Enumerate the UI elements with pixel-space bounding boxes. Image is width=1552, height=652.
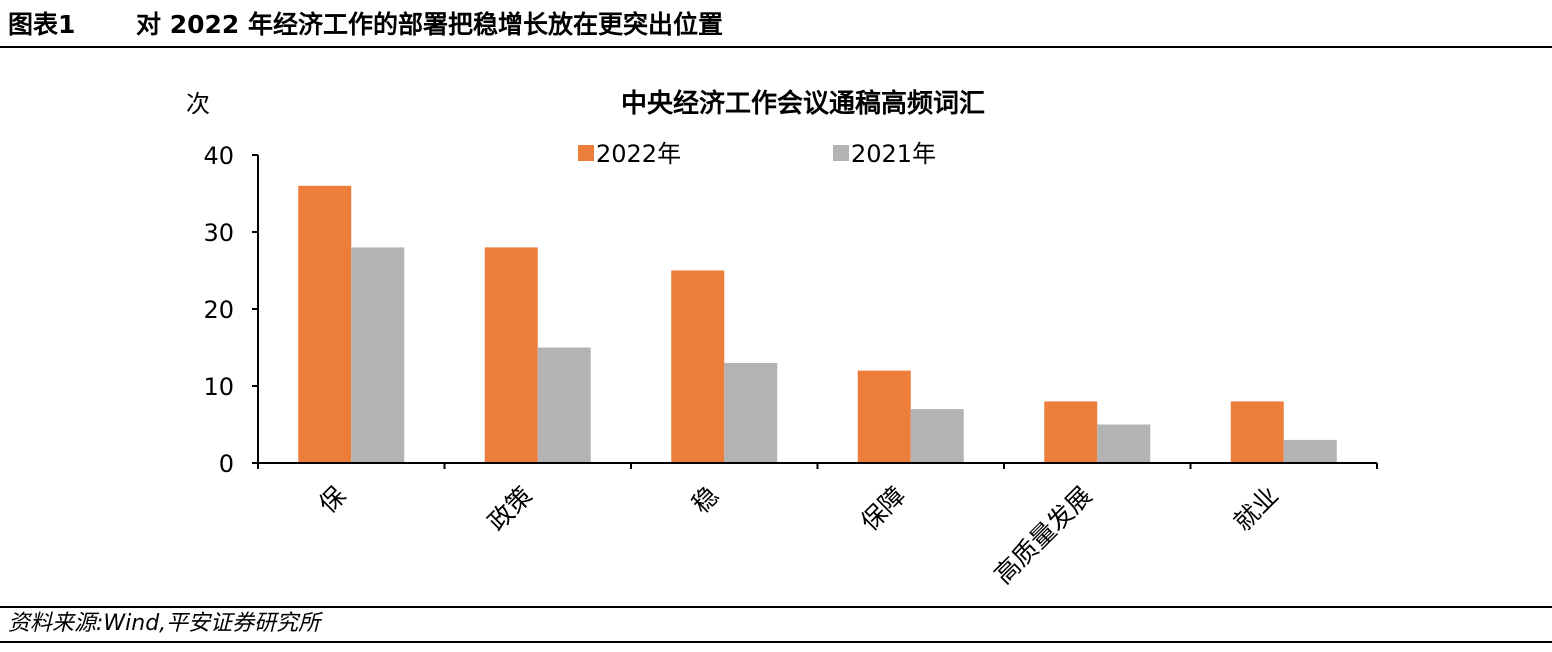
legend-swatch xyxy=(833,145,849,161)
bar-series-2 xyxy=(1283,439,1337,463)
y-tick-label: 10 xyxy=(203,373,234,401)
chart-title: 中央经济工作会议通稿高频词汇 xyxy=(621,88,985,119)
bar-series-1 xyxy=(484,247,538,463)
y-tick-label: 20 xyxy=(203,296,234,324)
legend-swatch xyxy=(578,145,594,161)
bar-chart: 中央经济工作会议通稿高频词汇 次 2022年 2021年 0 10 20 30 40 保 政策… xyxy=(186,88,1378,590)
x-category-label: 高质量发展 xyxy=(989,481,1098,590)
legend: 2022年 2021年 xyxy=(578,140,936,168)
bar-series-2 xyxy=(537,347,591,463)
source-rule-bottom xyxy=(0,641,1552,643)
source-note: 资料来源:Wind,平安证券研究所 xyxy=(8,611,321,636)
bar-series-1 xyxy=(1044,401,1098,463)
bar-series-1 xyxy=(1230,401,1284,463)
y-tick-label: 40 xyxy=(203,142,234,170)
y-tick-label: 30 xyxy=(203,219,234,247)
bar-series-2 xyxy=(910,409,964,463)
figure-header: 图表1 对 2022 年经济工作的部署把稳增长放在更突出位置 xyxy=(0,0,1552,48)
x-category-label: 保障 xyxy=(855,481,911,537)
legend-label: 2021年 xyxy=(851,140,936,168)
legend-label: 2022年 xyxy=(596,140,681,168)
header-rule xyxy=(0,46,1552,48)
bar-series-2 xyxy=(724,362,778,463)
x-category-label: 就业 xyxy=(1228,481,1284,537)
bar-series-2 xyxy=(351,247,405,463)
x-category-label: 稳 xyxy=(686,481,724,519)
source-rule-top xyxy=(0,606,1552,608)
bar-series-2 xyxy=(1097,424,1151,463)
bar-series-1 xyxy=(671,270,725,463)
y-tick-label: 0 xyxy=(219,450,234,478)
bar-series-1 xyxy=(298,185,352,464)
x-category-label: 保 xyxy=(313,481,351,519)
bar-series-1 xyxy=(857,370,911,463)
figure-label: 图表1 xyxy=(8,10,76,39)
x-category-label: 政策 xyxy=(482,481,538,537)
y-axis-label: 次 xyxy=(186,90,210,118)
figure-title: 对 2022 年经济工作的部署把稳增长放在更突出位置 xyxy=(136,10,723,39)
bars xyxy=(298,185,1337,464)
